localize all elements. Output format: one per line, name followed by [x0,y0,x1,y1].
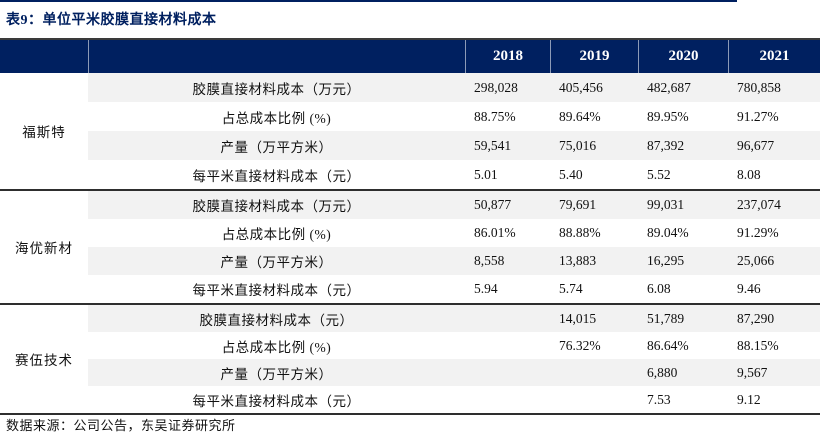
value-2018: 86.01% [474,225,516,240]
table-title: 表9：单位平米胶膜直接材料成本 [6,13,217,28]
value-2019: 89.64% [559,108,601,124]
header-year-2018: 2018 [465,40,550,73]
value-2019: 5.74 [559,281,583,296]
table-header-row: 2018 2019 2020 2021 [0,40,820,73]
company-group-saiwu: 赛伍技术 胶膜直接材料成本（元） 14,015 51,789 87,290 占总… [0,303,820,413]
value-2018: 8,558 [474,253,505,268]
table-row: 占总成本比例 (%) 88.75% 89.64% 89.95% 91.27% [88,102,820,131]
value-2019 [550,386,638,413]
table-row: 胶膜直接材料成本（元） 14,015 51,789 87,290 [88,305,820,332]
value-2021: 91.27% [737,108,779,124]
company-name: 赛伍技术 [0,305,88,413]
value-2018: 5.94 [474,281,498,296]
table-row: 占总成本比例 (%) 76.32% 86.64% 88.15% [88,332,820,359]
title-top-rule [0,0,737,2]
table-row: 胶膜直接材料成本（万元） 298,028 405,456 482,687 780… [88,73,820,102]
value-2021: 9.46 [737,281,761,296]
table-row: 产量（万平方米） 6,880 9,567 [88,359,820,386]
value-2020: 89.95% [647,108,689,124]
value-2019: 88.88% [559,225,601,240]
company-group-foster: 福斯特 胶膜直接材料成本（万元） 298,028 405,456 482,687… [0,73,820,189]
table-row: 产量（万平方米） 8,558 13,883 16,295 25,066 [88,247,820,275]
value-2020: 6.08 [647,281,671,296]
metric-label: 每平米直接材料成本（元） [192,393,361,409]
value-2018 [465,332,550,359]
metric-label: 每平米直接材料成本（元） [192,168,361,184]
company-rows: 胶膜直接材料成本（万元） 50,877 79,691 99,031 237,07… [88,191,820,303]
value-2021: 9.12 [737,391,761,407]
value-2021: 780,858 [737,79,781,95]
company-group-haiyou: 海优新材 胶膜直接材料成本（万元） 50,877 79,691 99,031 2… [0,189,820,303]
value-2019: 13,883 [559,253,597,268]
metric-label: 产量（万平方米） [220,139,333,155]
value-2021: 96,677 [737,137,775,153]
value-2020: 6,880 [647,364,678,380]
value-2018 [465,386,550,413]
table-row: 胶膜直接材料成本（万元） 50,877 79,691 99,031 237,07… [88,191,820,219]
value-2019: 75,016 [559,137,597,153]
unit-cost-table: 2018 2019 2020 2021 福斯特 胶膜直接材料成本（万元） 298… [0,38,820,415]
value-2020: 5.52 [647,166,671,182]
metric-label: 产量（万平方米） [220,366,333,382]
value-2020: 86.64% [647,337,689,353]
table-row: 产量（万平方米） 59,541 75,016 87,392 96,677 [88,131,820,160]
value-2021: 87,290 [737,310,775,326]
company-name: 海优新材 [0,191,88,303]
value-2018: 50,877 [474,197,512,212]
metric-label: 胶膜直接材料成本（万元） [192,199,361,214]
value-2021: 9,567 [737,364,768,380]
value-2020: 482,687 [647,79,691,95]
value-2018 [465,359,550,386]
value-2019: 5.40 [559,166,583,182]
value-2021: 25,066 [737,253,775,268]
header-year-2020: 2020 [638,40,728,73]
value-2019: 76.32% [559,337,601,353]
value-2021: 237,074 [737,197,781,212]
value-2019: 405,456 [559,79,603,95]
table-row: 每平米直接材料成本（元） 7.53 9.12 [88,386,820,413]
value-2018: 298,028 [474,79,518,95]
header-metric-cell [88,40,465,73]
value-2018: 59,541 [474,137,512,153]
value-2020: 99,031 [647,197,685,212]
header-company-cell [0,40,88,73]
metric-label: 占总成本比例 (%) [221,339,332,355]
value-2021: 91.29% [737,225,779,240]
table-row: 占总成本比例 (%) 86.01% 88.88% 89.04% 91.29% [88,219,820,247]
value-2020: 51,789 [647,310,685,326]
metric-label: 胶膜直接材料成本（元） [199,312,354,328]
value-2019: 79,691 [559,197,597,212]
value-2018: 88.75% [474,108,516,124]
company-name: 福斯特 [0,73,88,189]
value-2020: 7.53 [647,391,671,407]
data-source: 数据来源：公司公告，东吴证券研究所 [6,418,236,433]
value-2021: 8.08 [737,166,761,182]
header-year-2021: 2021 [728,40,820,73]
metric-label: 胶膜直接材料成本（万元） [192,81,361,97]
value-2020: 89.04% [647,225,689,240]
metric-label: 占总成本比例 (%) [221,227,332,242]
company-rows: 胶膜直接材料成本（万元） 298,028 405,456 482,687 780… [88,73,820,189]
value-2018 [465,305,550,332]
metric-label: 每平米直接材料成本（元） [192,283,361,298]
value-2019: 14,015 [559,310,597,326]
metric-label: 占总成本比例 (%) [221,110,332,126]
value-2021: 88.15% [737,337,779,353]
metric-label: 产量（万平方米） [220,255,333,270]
header-year-2019: 2019 [550,40,638,73]
table-row: 每平米直接材料成本（元） 5.01 5.40 5.52 8.08 [88,160,820,189]
value-2020: 16,295 [647,253,685,268]
value-2020: 87,392 [647,137,685,153]
company-rows: 胶膜直接材料成本（元） 14,015 51,789 87,290 占总成本比例 … [88,305,820,413]
table-row: 每平米直接材料成本（元） 5.94 5.74 6.08 9.46 [88,275,820,303]
value-2018: 5.01 [474,166,498,182]
value-2019 [550,359,638,386]
